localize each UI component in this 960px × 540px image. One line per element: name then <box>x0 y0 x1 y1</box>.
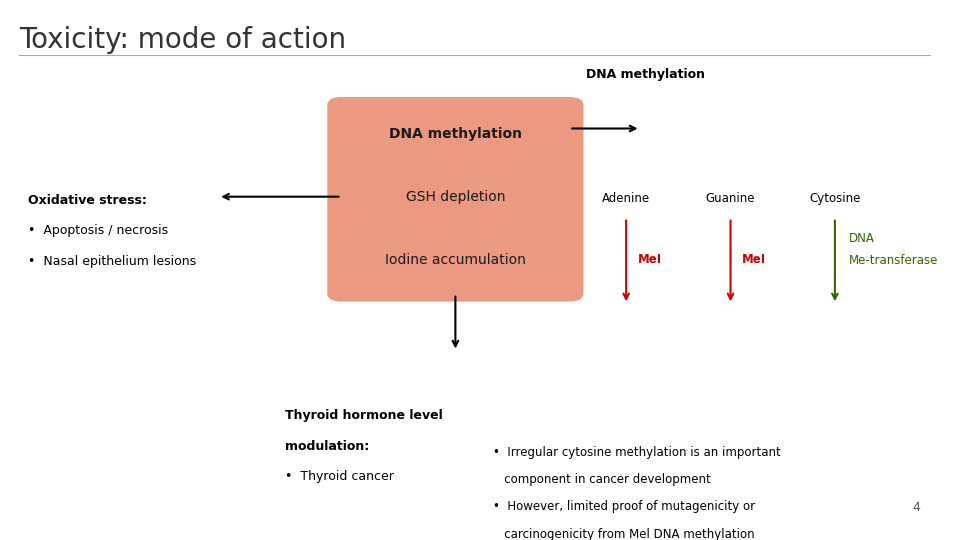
Text: carcinogenicity from Mel DNA methylation: carcinogenicity from Mel DNA methylation <box>493 528 755 540</box>
Text: Guanine: Guanine <box>706 192 756 205</box>
Text: 4: 4 <box>912 501 921 514</box>
Text: GSH depletion: GSH depletion <box>406 190 505 204</box>
Text: modulation:: modulation: <box>284 440 369 453</box>
Text: •  Thyroid cancer: • Thyroid cancer <box>284 470 394 483</box>
Text: DNA methylation: DNA methylation <box>586 68 705 81</box>
Text: DNA methylation: DNA methylation <box>389 127 522 141</box>
Text: •  Irregular cytosine methylation is an important: • Irregular cytosine methylation is an i… <box>493 446 781 459</box>
Text: Oxidative stress:: Oxidative stress: <box>29 194 147 207</box>
Text: Thyroid hormone level: Thyroid hormone level <box>284 409 443 422</box>
Text: Adenine: Adenine <box>602 192 650 205</box>
Text: •  However, limited proof of mutagenicity or: • However, limited proof of mutagenicity… <box>493 501 756 514</box>
FancyBboxPatch shape <box>327 97 584 302</box>
Text: MeI: MeI <box>637 253 661 266</box>
Text: Iodine accumulation: Iodine accumulation <box>385 253 526 267</box>
Text: MeI: MeI <box>742 253 766 266</box>
Text: Toxicity: mode of action: Toxicity: mode of action <box>19 26 347 54</box>
Text: Cytosine: Cytosine <box>809 192 860 205</box>
Text: component in cancer development: component in cancer development <box>493 473 711 486</box>
Text: Me-transferase: Me-transferase <box>850 254 939 267</box>
Text: DNA: DNA <box>850 232 875 245</box>
Text: •  Apoptosis / necrosis: • Apoptosis / necrosis <box>29 225 169 238</box>
Text: •  Nasal epithelium lesions: • Nasal epithelium lesions <box>29 255 197 268</box>
